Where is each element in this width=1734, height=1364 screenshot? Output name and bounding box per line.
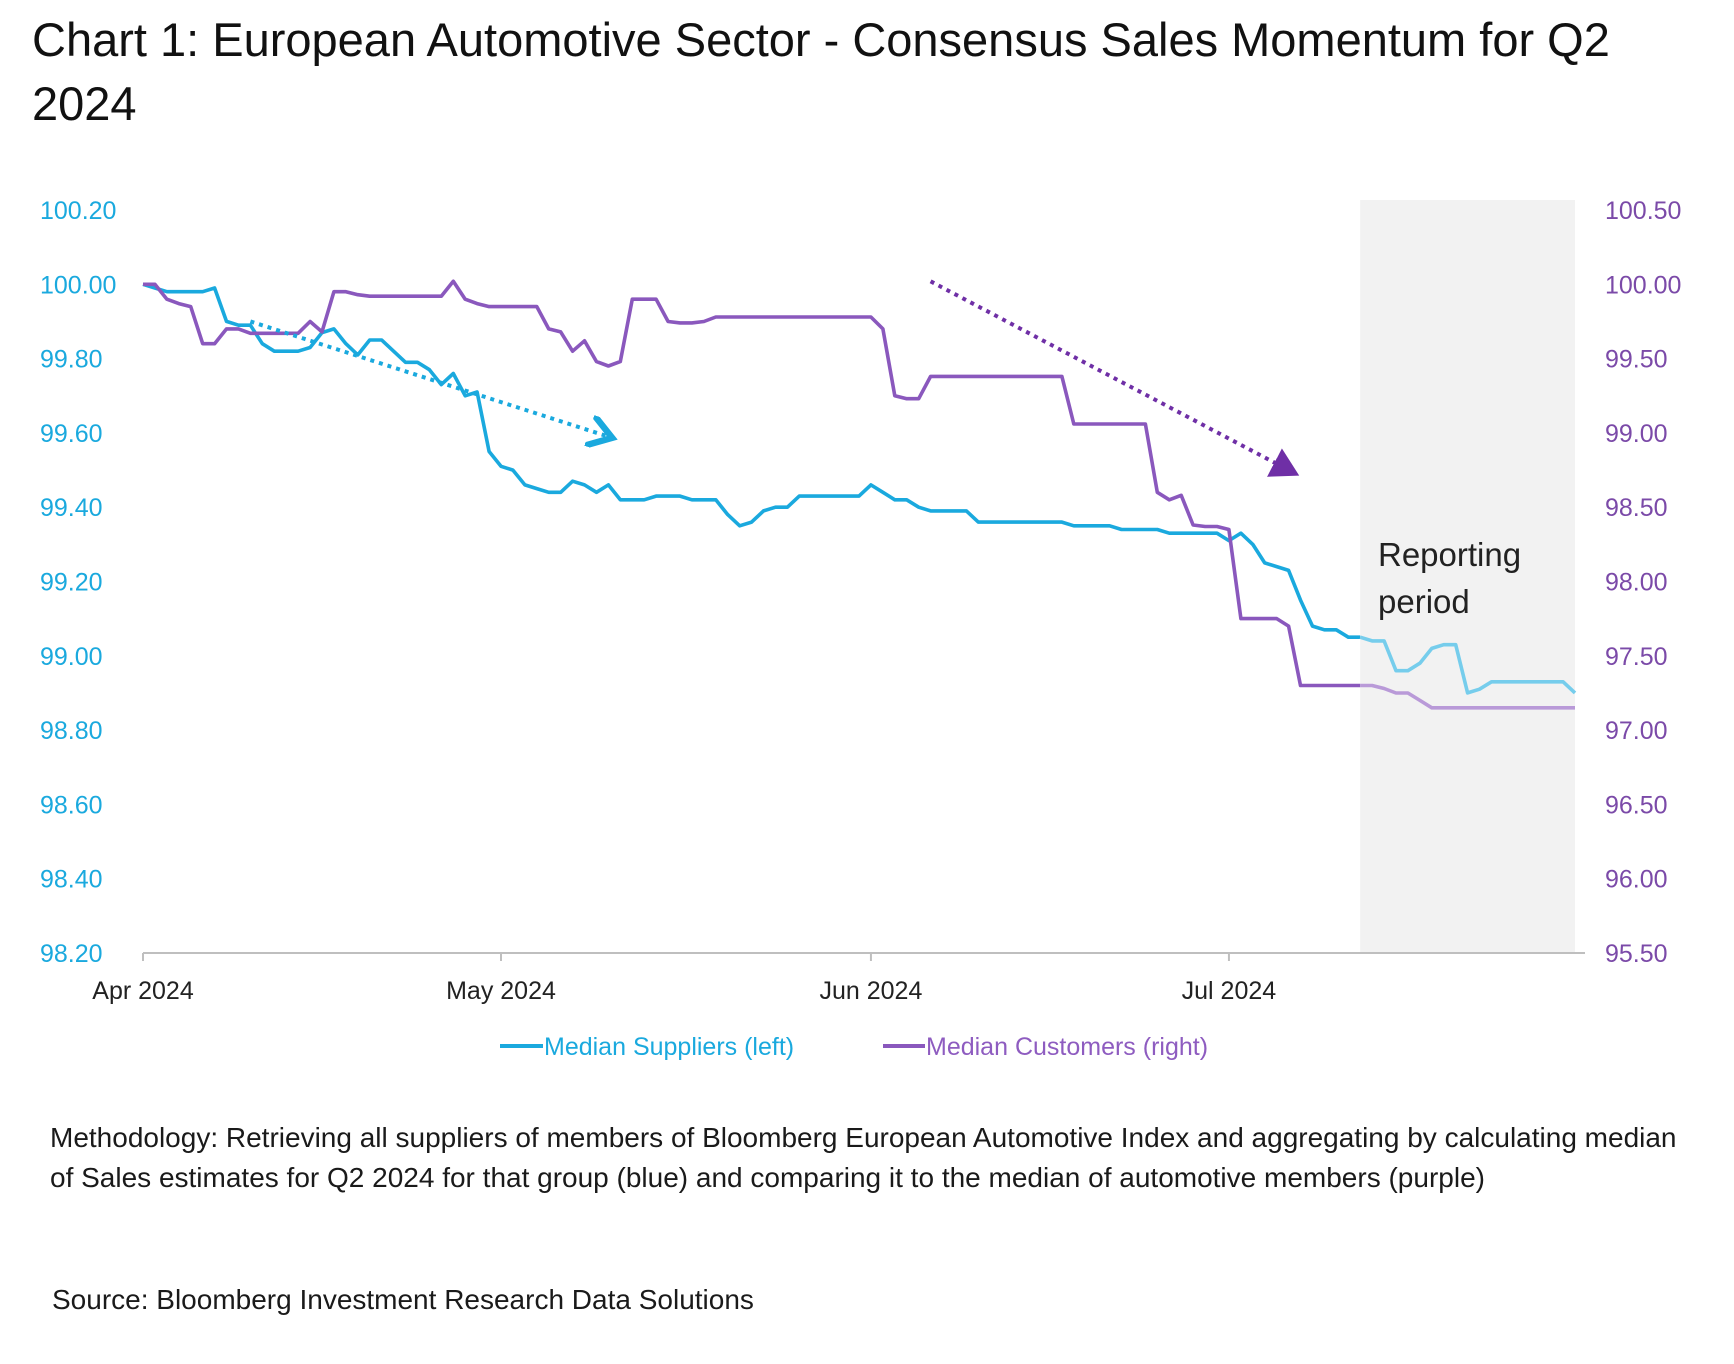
right-y-tick-label: 99.00 bbox=[1605, 420, 1668, 448]
suppliers-line-reporting bbox=[1359, 635, 1577, 695]
left-y-tick-label: 99.80 bbox=[40, 346, 103, 374]
right-y-tick-label: 99.50 bbox=[1605, 346, 1668, 374]
left-y-tick-label: 98.40 bbox=[40, 866, 103, 894]
reporting-period-shade bbox=[1360, 200, 1575, 953]
customers-line-reporting bbox=[1360, 683, 1575, 710]
right-y-tick-label: 97.50 bbox=[1605, 643, 1668, 671]
right-y-tick-label: 98.00 bbox=[1605, 569, 1668, 597]
legend-label-customers: Median Customers (right) bbox=[926, 1033, 1208, 1061]
series-layer bbox=[142, 279, 1577, 710]
legend-label-suppliers: Median Suppliers (left) bbox=[544, 1033, 794, 1061]
source-note: Source: Bloomberg Investment Research Da… bbox=[52, 1284, 754, 1315]
left-y-tick-label: 98.80 bbox=[40, 717, 103, 745]
chart-title: Chart 1: European Automotive Sector - Co… bbox=[32, 13, 1610, 130]
left-y-tick-label: 99.00 bbox=[40, 643, 103, 671]
left-y-tick-label: 99.60 bbox=[40, 420, 103, 448]
x-tick-label: May 2024 bbox=[446, 977, 556, 1005]
reporting-period-label: period bbox=[1378, 583, 1470, 620]
left-y-tick-label: 98.60 bbox=[40, 791, 103, 819]
left-y-tick-label: 98.20 bbox=[40, 940, 103, 968]
left-y-tick-label: 100.20 bbox=[40, 197, 116, 225]
left-y-tick-label: 99.20 bbox=[40, 569, 103, 597]
left-y-tick-label: 99.40 bbox=[40, 494, 103, 522]
right-y-tick-label: 100.50 bbox=[1605, 197, 1681, 225]
right-y-axis: 100.50 100.00 99.50 99.00 98.50 98.00 97.50 97.… bbox=[1605, 197, 1681, 968]
methodology-note: Methodology: Retrieving all suppliers of… bbox=[50, 1122, 1677, 1193]
legend: Median Suppliers (left) Median Customers … bbox=[500, 1033, 1208, 1061]
right-y-tick-label: 100.00 bbox=[1605, 271, 1681, 299]
x-tick-label: Apr 2024 bbox=[92, 977, 194, 1005]
right-y-tick-label: 96.50 bbox=[1605, 791, 1668, 819]
chart-canvas: 100.20 100.00 99.80 99.60 99.40 99.20 99.00 98.… bbox=[40, 197, 1681, 1061]
customers-line bbox=[143, 279, 1361, 688]
suppliers-trend-arrow bbox=[249, 319, 608, 436]
x-tick-label: Jul 2024 bbox=[1182, 977, 1277, 1005]
suppliers-line bbox=[142, 282, 1361, 639]
left-y-tick-label: 100.00 bbox=[40, 271, 116, 299]
right-y-tick-label: 95.50 bbox=[1605, 940, 1668, 968]
reporting-period-label: Reporting bbox=[1378, 536, 1521, 573]
x-tick-label: Jun 2024 bbox=[819, 977, 922, 1005]
reporting-period-annotation: Reporting period bbox=[1378, 536, 1521, 620]
x-axis: Apr 2024 May 2024 Jun 2024 Jul 2024 bbox=[92, 953, 1276, 1005]
trend-arrows bbox=[249, 279, 1300, 477]
right-y-tick-label: 98.50 bbox=[1605, 494, 1668, 522]
left-y-axis: 100.20 100.00 99.80 99.60 99.40 99.20 99.00 98.… bbox=[40, 197, 116, 968]
right-y-tick-label: 97.00 bbox=[1605, 717, 1668, 745]
right-y-tick-label: 96.00 bbox=[1605, 866, 1668, 894]
